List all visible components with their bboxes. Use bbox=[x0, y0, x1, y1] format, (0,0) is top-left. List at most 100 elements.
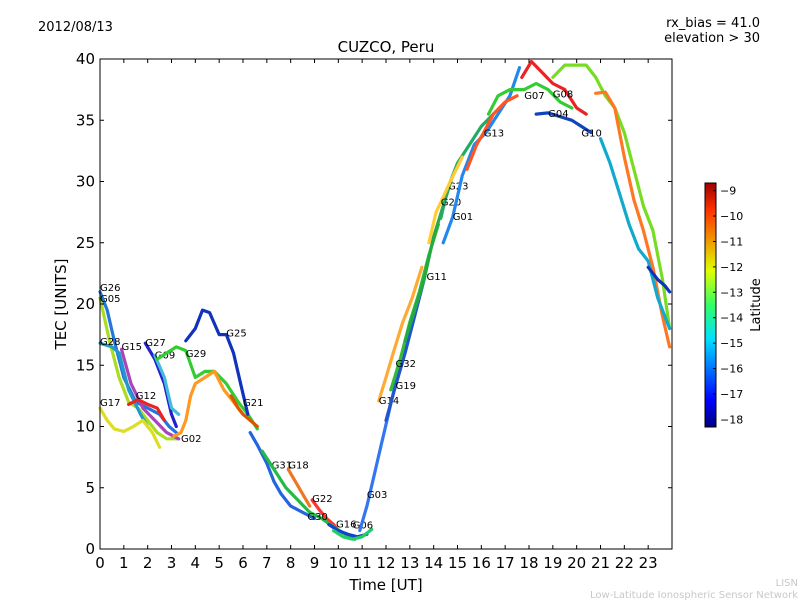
y-tick-label: 15 bbox=[76, 356, 95, 374]
prn-label: G14 bbox=[379, 396, 399, 407]
prn-label: G13 bbox=[484, 129, 504, 140]
series-line-G05 bbox=[98, 296, 181, 441]
series-line-G13 bbox=[465, 94, 519, 171]
y-tick-label: 25 bbox=[76, 234, 95, 252]
prn-label: G08 bbox=[553, 90, 573, 101]
x-tick-label: 18 bbox=[519, 554, 538, 572]
colorbar-tick-label: −15 bbox=[720, 337, 743, 350]
x-tick-label: 21 bbox=[591, 554, 610, 572]
x-tick-label: 17 bbox=[496, 554, 515, 572]
y-tick-label: 30 bbox=[76, 173, 95, 191]
colorbar-tick-label: −18 bbox=[720, 413, 743, 426]
x-tick-label: 4 bbox=[191, 554, 201, 572]
colorbar-tick-label: −9 bbox=[720, 185, 736, 198]
chart-date: 2012/08/13 bbox=[38, 20, 113, 35]
prn-label: G21 bbox=[243, 398, 263, 409]
colorbar-tick-label: −13 bbox=[720, 286, 743, 299]
x-tick-label: 10 bbox=[329, 554, 348, 572]
series-line-G28 bbox=[98, 341, 150, 429]
prn-label: G30 bbox=[307, 512, 327, 523]
y-axis-label: TEC [UNITS] bbox=[52, 259, 70, 351]
prn-label: G16 bbox=[336, 520, 356, 531]
x-axis-label: Time [UT] bbox=[348, 576, 422, 594]
prn-label: G04 bbox=[548, 109, 568, 120]
chart-annotation-line-2: elevation > 30 bbox=[664, 31, 760, 46]
colorbar-bar bbox=[704, 182, 717, 428]
chart-annotation-line-1: rx_bias = 41.0 bbox=[666, 16, 760, 31]
colorbar-tick-label: −11 bbox=[720, 235, 743, 248]
colorbar-label: Latitude bbox=[749, 278, 764, 332]
prn-label: G32 bbox=[396, 359, 416, 370]
prn-label: G25 bbox=[226, 328, 246, 339]
x-tick-label: 15 bbox=[448, 554, 467, 572]
x-tick-label: 11 bbox=[353, 554, 372, 572]
series-line-G25 bbox=[184, 308, 250, 416]
prn-label: G01 bbox=[453, 212, 473, 223]
series-line-track-33 bbox=[646, 265, 672, 294]
prn-label: G20 bbox=[441, 197, 461, 208]
prn-label: G31 bbox=[272, 461, 292, 472]
prn-label: G07 bbox=[524, 91, 544, 102]
footer-line-1: LISN bbox=[776, 578, 798, 589]
prn-label: G15 bbox=[122, 342, 142, 353]
prn-label: G29 bbox=[186, 349, 206, 360]
series-line-G31 bbox=[248, 431, 317, 520]
y-tick-label: 20 bbox=[76, 295, 95, 313]
prn-label: G03 bbox=[367, 490, 387, 501]
prn-label: G17 bbox=[100, 398, 120, 409]
series-line-track-32 bbox=[598, 137, 672, 331]
x-tick-label: 22 bbox=[615, 554, 634, 572]
x-tick-label: 2 bbox=[143, 554, 153, 572]
series-line-G04 bbox=[534, 111, 593, 135]
x-tick-label: 7 bbox=[262, 554, 272, 572]
series-line-G12 bbox=[127, 398, 166, 422]
prn-label: G10 bbox=[581, 129, 601, 140]
series-line-track-31 bbox=[594, 90, 672, 349]
x-tick-label: 3 bbox=[167, 554, 177, 572]
y-tick-label: 5 bbox=[85, 479, 95, 497]
series-line-G07 bbox=[486, 81, 574, 116]
series-line-G14 bbox=[377, 265, 424, 403]
prn-label: G26 bbox=[100, 283, 120, 294]
x-tick-label: 19 bbox=[543, 554, 562, 572]
series-line-G15 bbox=[119, 347, 181, 441]
colorbar-tick-label: −17 bbox=[720, 388, 743, 401]
x-tick-label: 5 bbox=[214, 554, 224, 572]
x-tick-label: 23 bbox=[639, 554, 658, 572]
axes: 0 1 2 3 4 5 6 7 8 9 10 11 12 13 14 15 16 17 18 19 20 21 22 2305… bbox=[76, 50, 673, 572]
y-tick-label: 40 bbox=[76, 50, 95, 68]
x-tick-label: 20 bbox=[567, 554, 586, 572]
x-tick-label: 16 bbox=[472, 554, 491, 572]
prn-label: G11 bbox=[427, 272, 447, 283]
series-line-G20 bbox=[427, 155, 464, 245]
series-line-G29 bbox=[155, 345, 259, 431]
prn-label: G06 bbox=[353, 521, 373, 532]
series-line-G18 bbox=[286, 467, 312, 508]
series-line-G09 bbox=[153, 353, 181, 416]
series-line-G17 bbox=[98, 406, 162, 449]
prn-label: G18 bbox=[288, 461, 308, 472]
y-tick-label: 10 bbox=[76, 418, 95, 436]
chart-title: CUZCO, Peru bbox=[338, 38, 435, 56]
colorbar-tick-label: −12 bbox=[720, 261, 743, 274]
x-tick-label: 14 bbox=[424, 554, 443, 572]
colorbar-tick-label: −14 bbox=[720, 312, 743, 325]
x-tick-label: 0 bbox=[95, 554, 105, 572]
prn-label: G28 bbox=[100, 337, 120, 348]
series-line-G08 bbox=[520, 59, 588, 116]
series-line-G02 bbox=[172, 369, 245, 438]
x-tick-label: 6 bbox=[238, 554, 248, 572]
prn-label: G27 bbox=[145, 338, 165, 349]
footer-line-2: Low-Latitude Ionospheric Sensor Network bbox=[590, 590, 798, 600]
x-tick-label: 9 bbox=[310, 554, 320, 572]
series-line-G06 bbox=[332, 527, 374, 541]
series-line-G21 bbox=[229, 394, 259, 429]
x-tick-label: 12 bbox=[376, 554, 395, 572]
prn-label: G19 bbox=[396, 381, 416, 392]
x-tick-label: 1 bbox=[119, 554, 129, 572]
prn-label: G12 bbox=[136, 391, 156, 402]
x-tick-label: 13 bbox=[400, 554, 419, 572]
colorbar: −9 −10 −11 −12 −13 −14 −15 −16 −17 −18 bbox=[704, 182, 743, 428]
